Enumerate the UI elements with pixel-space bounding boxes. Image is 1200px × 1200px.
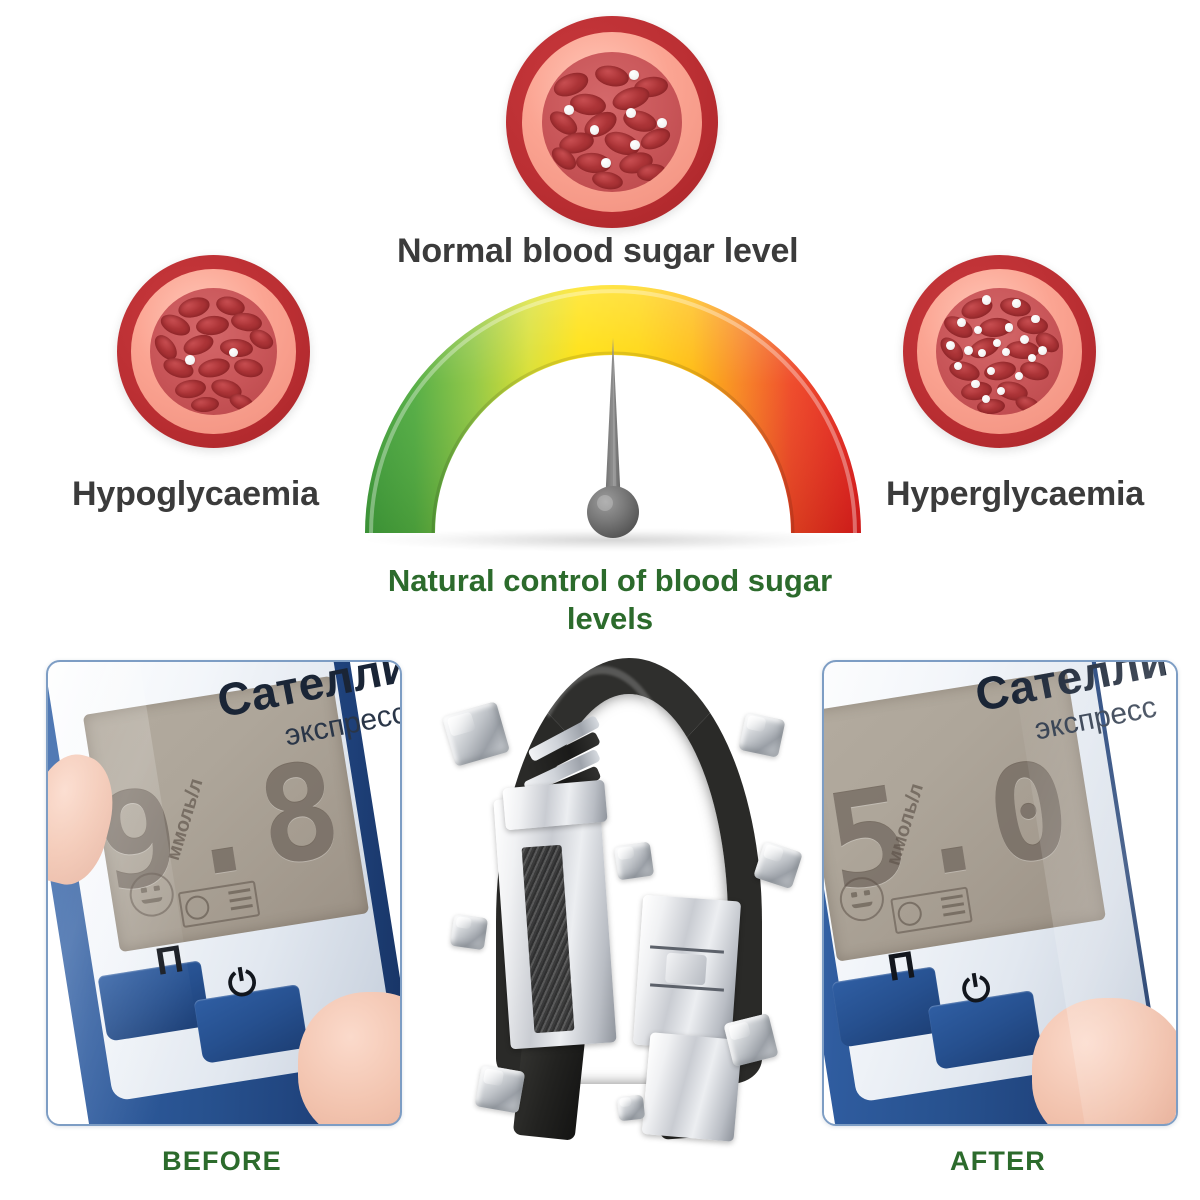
after-caption: AFTER bbox=[950, 1146, 1046, 1176]
plate-top-cap bbox=[502, 779, 608, 831]
vessel-plasma bbox=[149, 287, 278, 416]
vessel-plasma bbox=[542, 52, 682, 192]
tagline-line-2: levels bbox=[566, 600, 654, 636]
normal-vessel bbox=[506, 16, 718, 228]
hyperglycaemia-vessel bbox=[903, 255, 1096, 448]
metal-cube bbox=[441, 701, 511, 767]
magnetic-bracelet[interactable] bbox=[441, 648, 803, 1142]
before-photo-panel[interactable]: 9.8 ммоль/л Сателлит экспресс bbox=[46, 660, 402, 1126]
metal-cube bbox=[753, 840, 803, 890]
hypoglycaemia-label: Hypoglycaemia bbox=[72, 475, 319, 513]
tagline: Natural control of blood sugar levels bbox=[330, 562, 890, 638]
after-photo-panel[interactable]: 5.0 ммоль/л Сателлит экспресс П bbox=[822, 660, 1178, 1126]
before-caption: BEFORE bbox=[162, 1146, 282, 1176]
metal-cube bbox=[613, 841, 655, 881]
metal-cube bbox=[449, 913, 489, 951]
band-highlight bbox=[510, 666, 694, 1014]
thumb bbox=[298, 992, 400, 1124]
after-glucometer-photo: 5.0 ммоль/л Сателлит экспресс П bbox=[824, 662, 1176, 1124]
clasp-button[interactable] bbox=[665, 952, 707, 986]
vessel-plasma bbox=[935, 287, 1064, 416]
metal-cube bbox=[723, 1013, 779, 1067]
before-glucometer-photo: 9.8 ммоль/л Сателлит экспресс bbox=[48, 662, 400, 1124]
clasp-lower bbox=[641, 1032, 743, 1142]
tagline-line-1: Natural control of blood sugar bbox=[387, 563, 833, 598]
metal-cube bbox=[616, 1094, 646, 1122]
normal-level-label: Normal blood sugar level bbox=[397, 232, 799, 270]
metal-cube bbox=[474, 1064, 526, 1114]
hyperglycaemia-label: Hyperglycaemia bbox=[886, 475, 1145, 513]
thumb bbox=[1032, 998, 1176, 1124]
metal-cube bbox=[738, 712, 786, 758]
hypoglycaemia-vessel bbox=[117, 255, 310, 448]
